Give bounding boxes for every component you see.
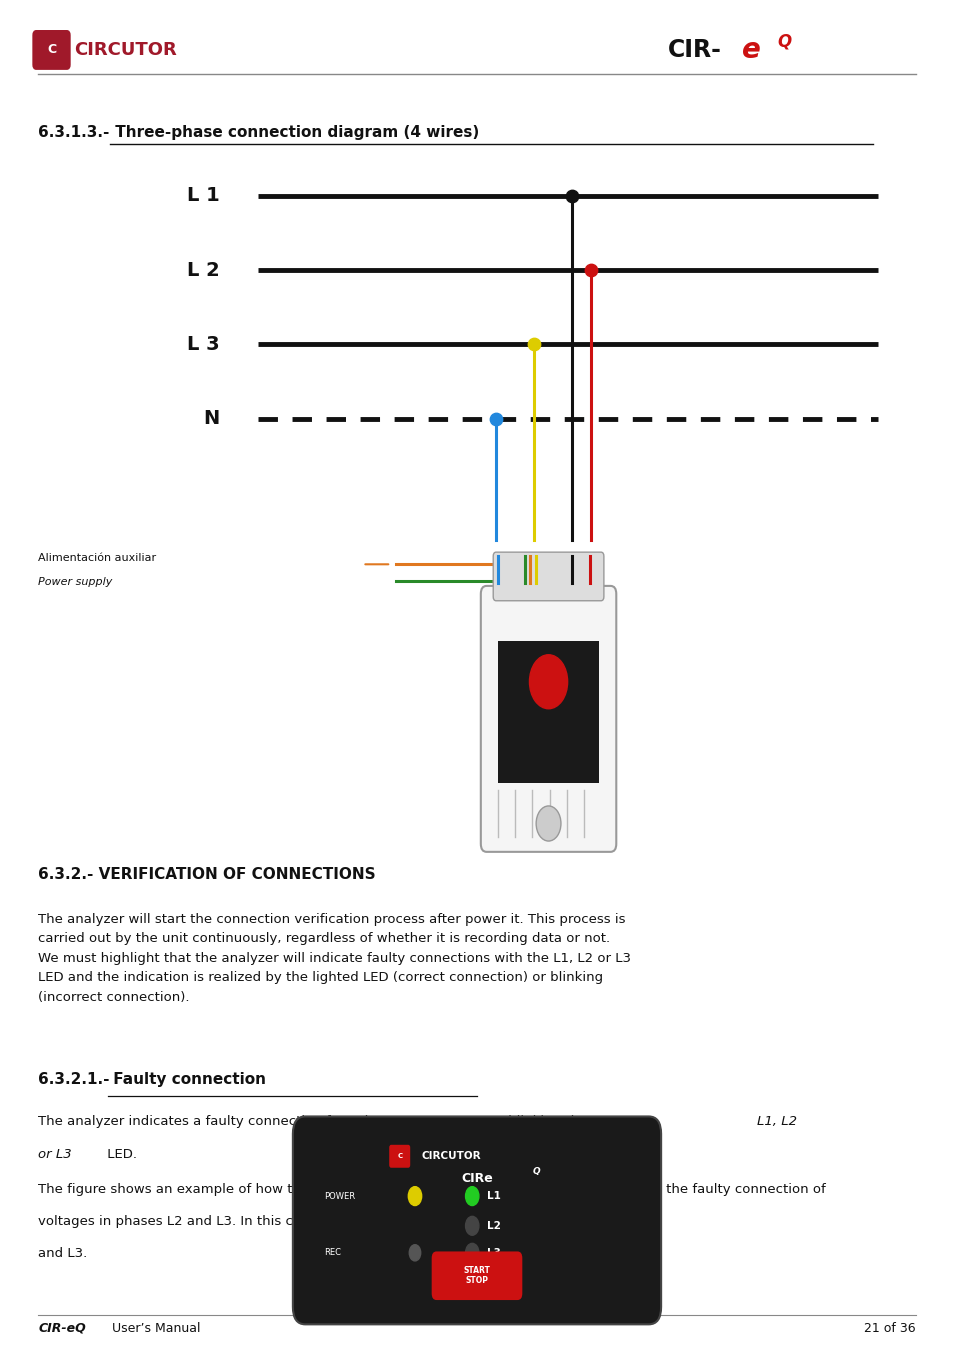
Text: REC: REC [324, 1249, 341, 1257]
Text: L2: L2 [486, 1220, 500, 1231]
Text: or L3: or L3 [38, 1148, 71, 1161]
Text: L3: L3 [486, 1247, 500, 1258]
Text: Alimentación auxiliar: Alimentación auxiliar [38, 552, 156, 563]
Text: Power supply: Power supply [38, 576, 112, 587]
Point [526, 333, 541, 355]
Text: Q: Q [532, 1168, 539, 1176]
Circle shape [536, 806, 560, 841]
Circle shape [465, 1216, 478, 1235]
Text: START
STOP: START STOP [463, 1266, 490, 1285]
Text: The figure shows an example of how the: The figure shows an example of how the [38, 1183, 314, 1196]
Text: L1, L2: L1, L2 [756, 1115, 796, 1129]
Text: L1: L1 [486, 1191, 500, 1202]
Point [564, 185, 579, 207]
FancyBboxPatch shape [33, 31, 70, 69]
Text: 21 of 36: 21 of 36 [863, 1322, 915, 1335]
Text: N: N [203, 409, 219, 428]
Text: 6.3.2.- VERIFICATION OF CONNECTIONS: 6.3.2.- VERIFICATION OF CONNECTIONS [38, 867, 375, 882]
Text: Three-phase connection diagram (4 wires): Three-phase connection diagram (4 wires) [110, 124, 478, 140]
Point [583, 259, 598, 281]
Text: User’s Manual: User’s Manual [108, 1322, 200, 1335]
Text: L 1: L 1 [187, 186, 219, 205]
Text: CIR-eQ: CIR-eQ [502, 1183, 553, 1196]
Circle shape [465, 1243, 478, 1262]
Text: CIRCUTOR: CIRCUTOR [421, 1150, 480, 1161]
Text: Q: Q [777, 32, 791, 51]
Circle shape [529, 655, 567, 709]
FancyBboxPatch shape [493, 552, 603, 601]
FancyBboxPatch shape [389, 1145, 410, 1168]
Text: 6.3.1.3.-: 6.3.1.3.- [38, 124, 110, 140]
Text: unit indicates the faulty connection of: unit indicates the faulty connection of [566, 1183, 824, 1196]
Text: e: e [741, 36, 760, 63]
Text: and L3.: and L3. [38, 1247, 88, 1261]
Text: POWER: POWER [324, 1192, 355, 1200]
Circle shape [465, 1187, 478, 1206]
Point [488, 408, 503, 429]
Text: 6.3.2.1.-: 6.3.2.1.- [38, 1072, 110, 1087]
FancyBboxPatch shape [431, 1251, 522, 1300]
Text: C: C [396, 1153, 402, 1158]
Bar [497, 641, 598, 783]
Text: CIRe: CIRe [460, 1172, 493, 1185]
Text: CIR-: CIR- [667, 38, 720, 62]
Text: CIR-eQ: CIR-eQ [38, 1322, 86, 1335]
FancyBboxPatch shape [480, 586, 616, 852]
Text: LED.: LED. [103, 1148, 137, 1161]
Circle shape [409, 1245, 420, 1261]
Text: The analyzer indicates a faulty connection for voltage sequence error blinking t: The analyzer indicates a faulty connecti… [38, 1115, 591, 1129]
Text: The analyzer will start the connection verification process after power it. This: The analyzer will start the connection v… [38, 913, 631, 1003]
Text: Faulty connection: Faulty connection [108, 1072, 266, 1087]
Text: C: C [47, 43, 56, 57]
Text: L 2: L 2 [187, 261, 219, 279]
Text: CIRCUTOR: CIRCUTOR [74, 40, 177, 59]
FancyBboxPatch shape [293, 1116, 660, 1324]
Circle shape [408, 1187, 421, 1206]
Text: L 3: L 3 [187, 335, 219, 354]
Text: voltages in phases L2 and L3. In this case, exchange the voltage connections, i.: voltages in phases L2 and L3. In this ca… [38, 1215, 607, 1228]
